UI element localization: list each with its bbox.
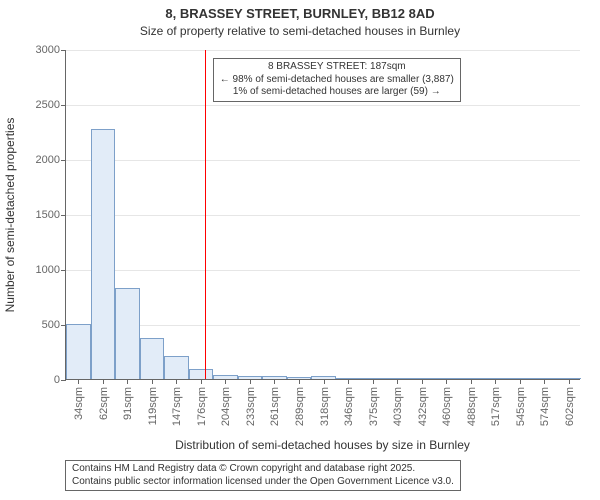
- x-tick-mark: [78, 379, 79, 384]
- x-tick-label: 261sqm: [269, 387, 281, 426]
- x-tick-mark: [152, 379, 153, 384]
- x-tick-mark: [471, 379, 472, 384]
- x-tick-mark: [225, 379, 226, 384]
- y-tick-label: 500: [42, 319, 66, 331]
- gridline: [66, 50, 580, 51]
- x-tick-mark: [274, 379, 275, 384]
- y-tick-label: 2000: [36, 154, 66, 166]
- x-tick-label: 91sqm: [122, 387, 134, 420]
- x-tick-label: 403sqm: [392, 387, 404, 426]
- x-tick-label: 318sqm: [319, 387, 331, 426]
- x-tick-label: 375sqm: [368, 387, 380, 426]
- x-tick-label: 233sqm: [245, 387, 257, 426]
- x-tick-mark: [201, 379, 202, 384]
- x-tick-mark: [250, 379, 251, 384]
- y-tick-label: 1500: [36, 209, 66, 221]
- x-tick-label: 119sqm: [147, 387, 159, 425]
- x-tick-label: 34sqm: [73, 387, 85, 420]
- y-tick-label: 3000: [36, 44, 66, 56]
- bar: [164, 356, 189, 379]
- gridline: [66, 105, 580, 106]
- attribution-line1: Contains HM Land Registry data © Crown c…: [72, 463, 454, 476]
- gridline: [66, 215, 580, 216]
- x-tick-label: 204sqm: [220, 387, 232, 426]
- y-axis-label: Number of semi-detached properties: [3, 118, 17, 313]
- x-axis-label: Distribution of semi-detached houses by …: [65, 438, 580, 452]
- x-tick-label: 289sqm: [294, 387, 306, 426]
- chart-container: 8, BRASSEY STREET, BURNLEY, BB12 8AD Siz…: [0, 0, 600, 500]
- annotation-box: 8 BRASSEY STREET: 187sqm← 98% of semi-de…: [213, 58, 461, 102]
- x-tick-label: 432sqm: [417, 387, 429, 426]
- x-tick-label: 460sqm: [441, 387, 453, 426]
- x-tick-mark: [495, 379, 496, 384]
- x-tick-mark: [103, 379, 104, 384]
- x-tick-mark: [422, 379, 423, 384]
- x-tick-mark: [176, 379, 177, 384]
- x-tick-mark: [348, 379, 349, 384]
- y-tick-label: 1000: [36, 264, 66, 276]
- gridline: [66, 325, 580, 326]
- chart-title: 8, BRASSEY STREET, BURNLEY, BB12 8AD: [0, 6, 600, 21]
- attribution-box: Contains HM Land Registry data © Crown c…: [65, 460, 461, 491]
- reference-line: [205, 50, 206, 379]
- x-tick-label: 176sqm: [196, 387, 208, 426]
- x-tick-label: 545sqm: [515, 387, 527, 426]
- bar: [140, 338, 165, 379]
- bar: [115, 288, 140, 379]
- x-tick-label: 62sqm: [98, 387, 110, 420]
- x-tick-mark: [324, 379, 325, 384]
- bar: [91, 129, 116, 379]
- chart-subtitle: Size of property relative to semi-detach…: [0, 24, 600, 38]
- annotation-line: 1% of semi-detached houses are larger (5…: [220, 86, 454, 99]
- x-tick-mark: [127, 379, 128, 384]
- x-tick-label: 488sqm: [466, 387, 478, 426]
- x-tick-mark: [397, 379, 398, 384]
- x-tick-mark: [373, 379, 374, 384]
- bar: [66, 324, 91, 379]
- x-tick-label: 346sqm: [343, 387, 355, 426]
- y-tick-label: 2500: [36, 99, 66, 111]
- plot-area: 05001000150020002500300034sqm62sqm91sqm1…: [65, 50, 580, 380]
- x-tick-label: 602sqm: [564, 387, 576, 426]
- x-tick-mark: [520, 379, 521, 384]
- gridline: [66, 160, 580, 161]
- attribution-line2: Contains public sector information licen…: [72, 476, 454, 489]
- gridline: [66, 270, 580, 271]
- x-tick-mark: [299, 379, 300, 384]
- x-tick-label: 517sqm: [490, 387, 502, 426]
- x-tick-label: 574sqm: [539, 387, 551, 426]
- x-tick-mark: [569, 379, 570, 384]
- annotation-line: 8 BRASSEY STREET: 187sqm: [220, 61, 454, 74]
- x-tick-mark: [544, 379, 545, 384]
- x-tick-mark: [446, 379, 447, 384]
- y-tick-label: 0: [54, 374, 66, 386]
- bar: [189, 369, 214, 379]
- x-tick-label: 147sqm: [171, 387, 183, 426]
- annotation-line: ← 98% of semi-detached houses are smalle…: [220, 74, 454, 87]
